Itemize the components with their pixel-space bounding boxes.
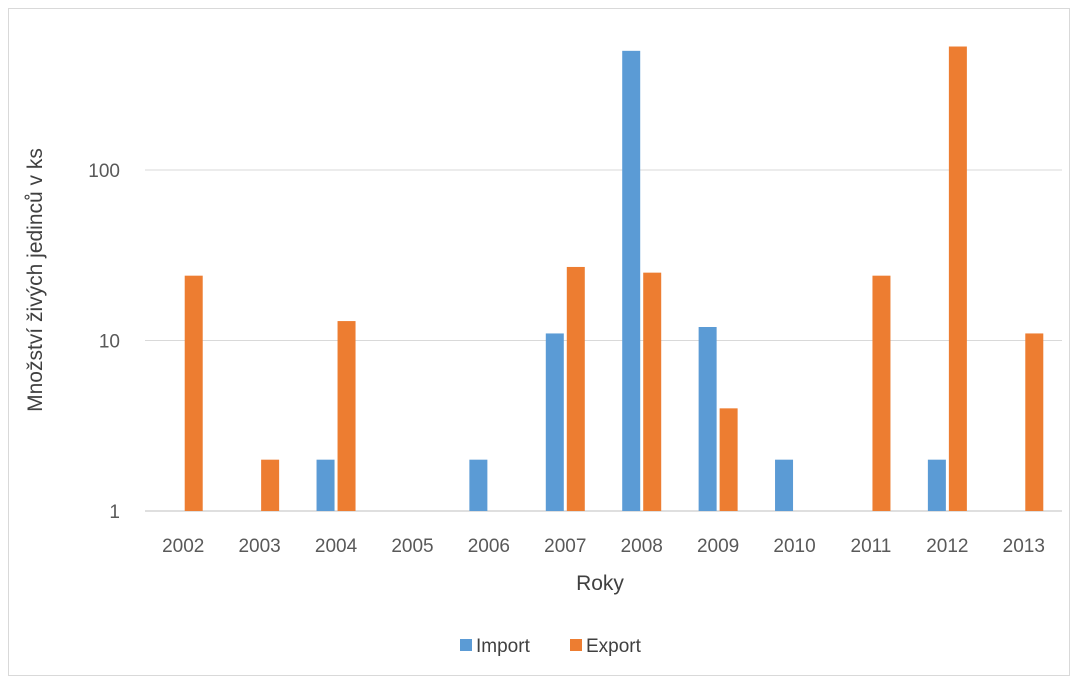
bar-import-2007 (545, 333, 564, 511)
bar-export-2004 (337, 321, 356, 511)
x-axis-ticks: 2002 2003 2004 2005 2006 2007 2008 2009 2010 2011… (162, 536, 1045, 557)
x-tick-label: 2004 (315, 536, 358, 557)
bar-export-2008 (643, 272, 662, 511)
x-tick-label: 2007 (544, 536, 586, 557)
bar-export-2002 (184, 275, 203, 511)
bar-export-2012 (948, 46, 967, 512)
x-tick-label: 2006 (468, 536, 510, 557)
x-tick-label: 2010 (773, 536, 815, 557)
bar-export-2007 (566, 266, 585, 511)
bar-import-2010 (775, 459, 794, 511)
bar-import-2012 (927, 459, 946, 511)
bar-export-2009 (719, 408, 738, 511)
y-tick-label: 10 (99, 332, 120, 353)
bar-import-2006 (469, 459, 488, 511)
x-tick-label: 2012 (926, 536, 968, 557)
y-axis-ticks: 1 10 100 (88, 161, 120, 523)
bar-import-2009 (698, 326, 717, 511)
x-tick-label: 2005 (391, 536, 433, 557)
legend-label-export: Export (586, 636, 642, 657)
x-tick-label: 2011 (851, 536, 892, 557)
x-tick-label: 2009 (697, 536, 739, 557)
x-tick-label: 2003 (238, 536, 280, 557)
y-tick-label: 1 (109, 502, 120, 523)
x-tick-label: 2008 (621, 536, 663, 557)
x-tick-label: 2013 (1003, 536, 1045, 557)
y-tick-label: 100 (88, 161, 120, 182)
legend: Import Export (460, 636, 642, 657)
bar-export-2011 (872, 275, 891, 511)
legend-swatch-export (570, 639, 582, 651)
legend-swatch-import (460, 639, 472, 651)
x-tick-label: 2002 (162, 536, 204, 557)
bar-import-2008 (622, 50, 641, 511)
bars (184, 46, 1044, 512)
bar-export-2003 (261, 459, 280, 511)
gridlines (145, 169, 1062, 512)
bar-export-2013 (1025, 333, 1044, 511)
y-axis-title: Množství živých jedinců v ks (24, 148, 47, 412)
bar-import-2004 (316, 459, 335, 511)
legend-label-import: Import (476, 636, 531, 657)
x-axis-title: Roky (576, 572, 624, 595)
